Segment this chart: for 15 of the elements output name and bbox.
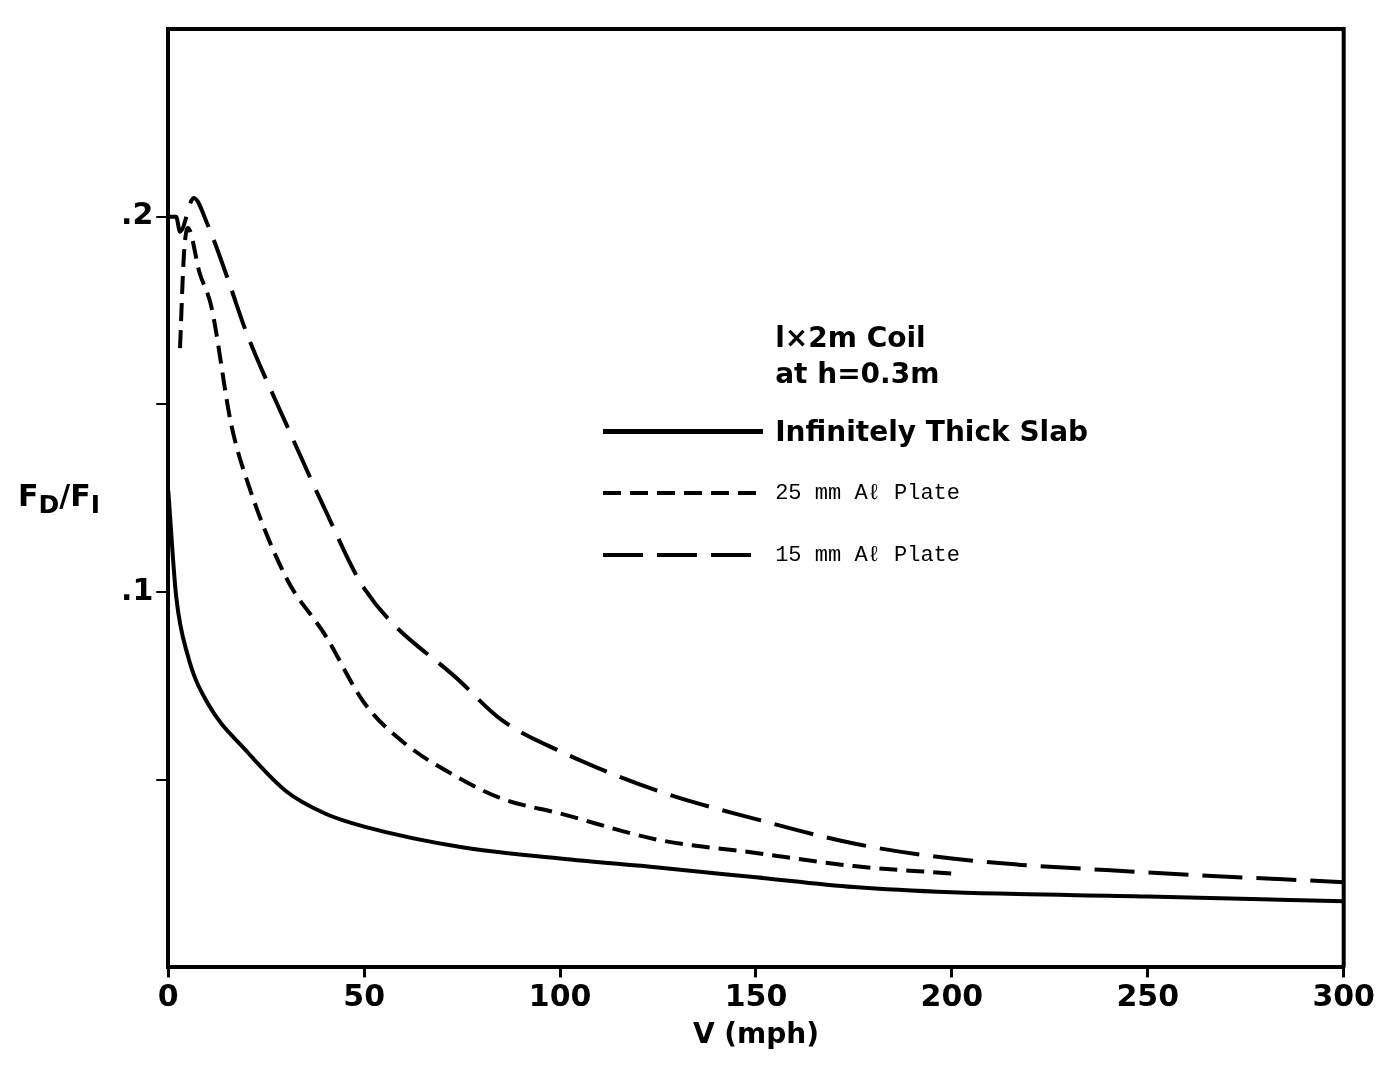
x-tick-label: 200 (920, 978, 984, 1014)
legend-label: 25 mm Aℓ Plate (775, 481, 961, 507)
legend-label: 15 mm Aℓ Plate (775, 543, 961, 569)
x-tick-label: 300 (1312, 978, 1375, 1014)
y-axis-title: F$_{D}$/F$_{I}$ (18, 478, 101, 519)
y-tick-label: .2 (120, 196, 154, 232)
x-tick-label: 50 (343, 978, 386, 1014)
legend-title: l×2m Coil at h=0.3m (775, 319, 941, 393)
legend-label: Infinitely Thick Slab (775, 415, 1089, 449)
x-tick-label: 250 (1116, 978, 1180, 1014)
x-tick-label: 0 (157, 978, 179, 1014)
x-tick-label: 150 (724, 978, 788, 1014)
x-tick-label: 100 (528, 978, 592, 1014)
x-axis-title: V (mph) (692, 1017, 820, 1051)
y-tick-label: .1 (120, 571, 154, 607)
